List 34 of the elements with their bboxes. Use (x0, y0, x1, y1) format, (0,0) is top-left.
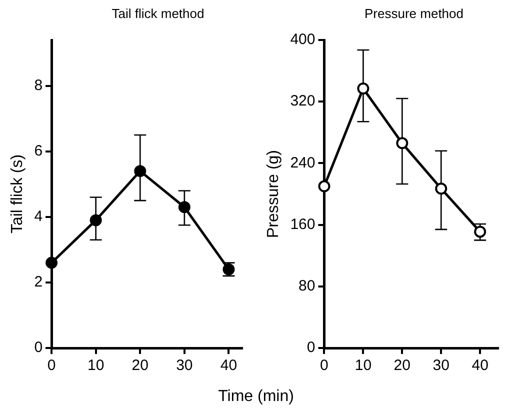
y-tick-label: 240 (290, 154, 316, 172)
y-tick-label: 160 (290, 216, 316, 233)
y-tick-label: 6 (34, 142, 43, 160)
point (318, 180, 330, 192)
x-tick-label: 40 (220, 357, 238, 374)
chart-title: Tail flick method (110, 6, 206, 21)
y-tick-label: 320 (290, 92, 316, 110)
x-tick-label: 10 (87, 357, 104, 374)
point (396, 137, 408, 150)
x-tick-label: 30 (432, 357, 450, 374)
y-tick-label: 0 (306, 339, 316, 356)
x-tick-label: 30 (176, 357, 193, 374)
x-tick-label: 0 (320, 357, 328, 374)
x-tick-label: 0 (47, 357, 56, 374)
y-axis-title: Pressure (g) (265, 150, 282, 238)
y-tick-label: 400 (290, 31, 316, 48)
point (46, 256, 58, 269)
point (90, 214, 102, 226)
y-tick-label: 2 (34, 274, 43, 291)
y-tick-label: 0 (34, 339, 43, 356)
y-tick-label: 8 (34, 77, 43, 94)
chart-title: Pressure method (364, 6, 464, 21)
x-tick-label: 10 (354, 357, 372, 374)
point (134, 165, 146, 178)
y-axis-title: Tail flick (s) (9, 154, 26, 234)
point (357, 82, 370, 95)
y-tick-label: 4 (34, 208, 43, 226)
x-axis-title: Time (min) (217, 388, 295, 406)
point (435, 182, 448, 195)
x-tick-label: 20 (394, 357, 410, 374)
point (178, 201, 190, 214)
y-tick-label: 80 (298, 278, 316, 295)
x-tick-label: 20 (132, 357, 148, 374)
x-tick-label: 40 (472, 357, 488, 374)
